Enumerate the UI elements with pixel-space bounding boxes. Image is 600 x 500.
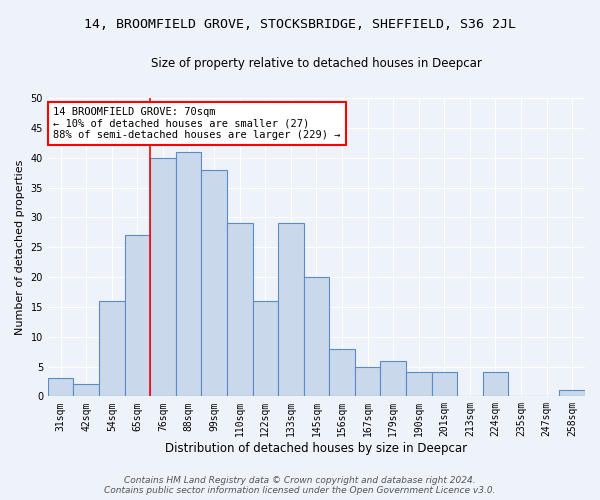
Text: 14, BROOMFIELD GROVE, STOCKSBRIDGE, SHEFFIELD, S36 2JL: 14, BROOMFIELD GROVE, STOCKSBRIDGE, SHEF… xyxy=(84,18,516,30)
Bar xyxy=(406,372,431,396)
Bar xyxy=(176,152,202,396)
Bar xyxy=(431,372,457,396)
Bar xyxy=(329,348,355,397)
Bar xyxy=(48,378,73,396)
Bar xyxy=(73,384,99,396)
Y-axis label: Number of detached properties: Number of detached properties xyxy=(15,160,25,335)
Bar xyxy=(278,224,304,396)
Bar xyxy=(355,366,380,396)
Bar xyxy=(253,301,278,396)
Bar xyxy=(150,158,176,396)
Bar xyxy=(304,277,329,396)
Bar xyxy=(380,360,406,396)
Text: 14 BROOMFIELD GROVE: 70sqm
← 10% of detached houses are smaller (27)
88% of semi: 14 BROOMFIELD GROVE: 70sqm ← 10% of deta… xyxy=(53,107,341,140)
Bar xyxy=(559,390,585,396)
Bar xyxy=(227,224,253,396)
Text: Contains HM Land Registry data © Crown copyright and database right 2024.
Contai: Contains HM Land Registry data © Crown c… xyxy=(104,476,496,495)
Bar xyxy=(202,170,227,396)
Bar xyxy=(125,236,150,396)
Bar xyxy=(99,301,125,396)
Title: Size of property relative to detached houses in Deepcar: Size of property relative to detached ho… xyxy=(151,58,482,70)
Bar xyxy=(482,372,508,396)
X-axis label: Distribution of detached houses by size in Deepcar: Distribution of detached houses by size … xyxy=(166,442,467,455)
